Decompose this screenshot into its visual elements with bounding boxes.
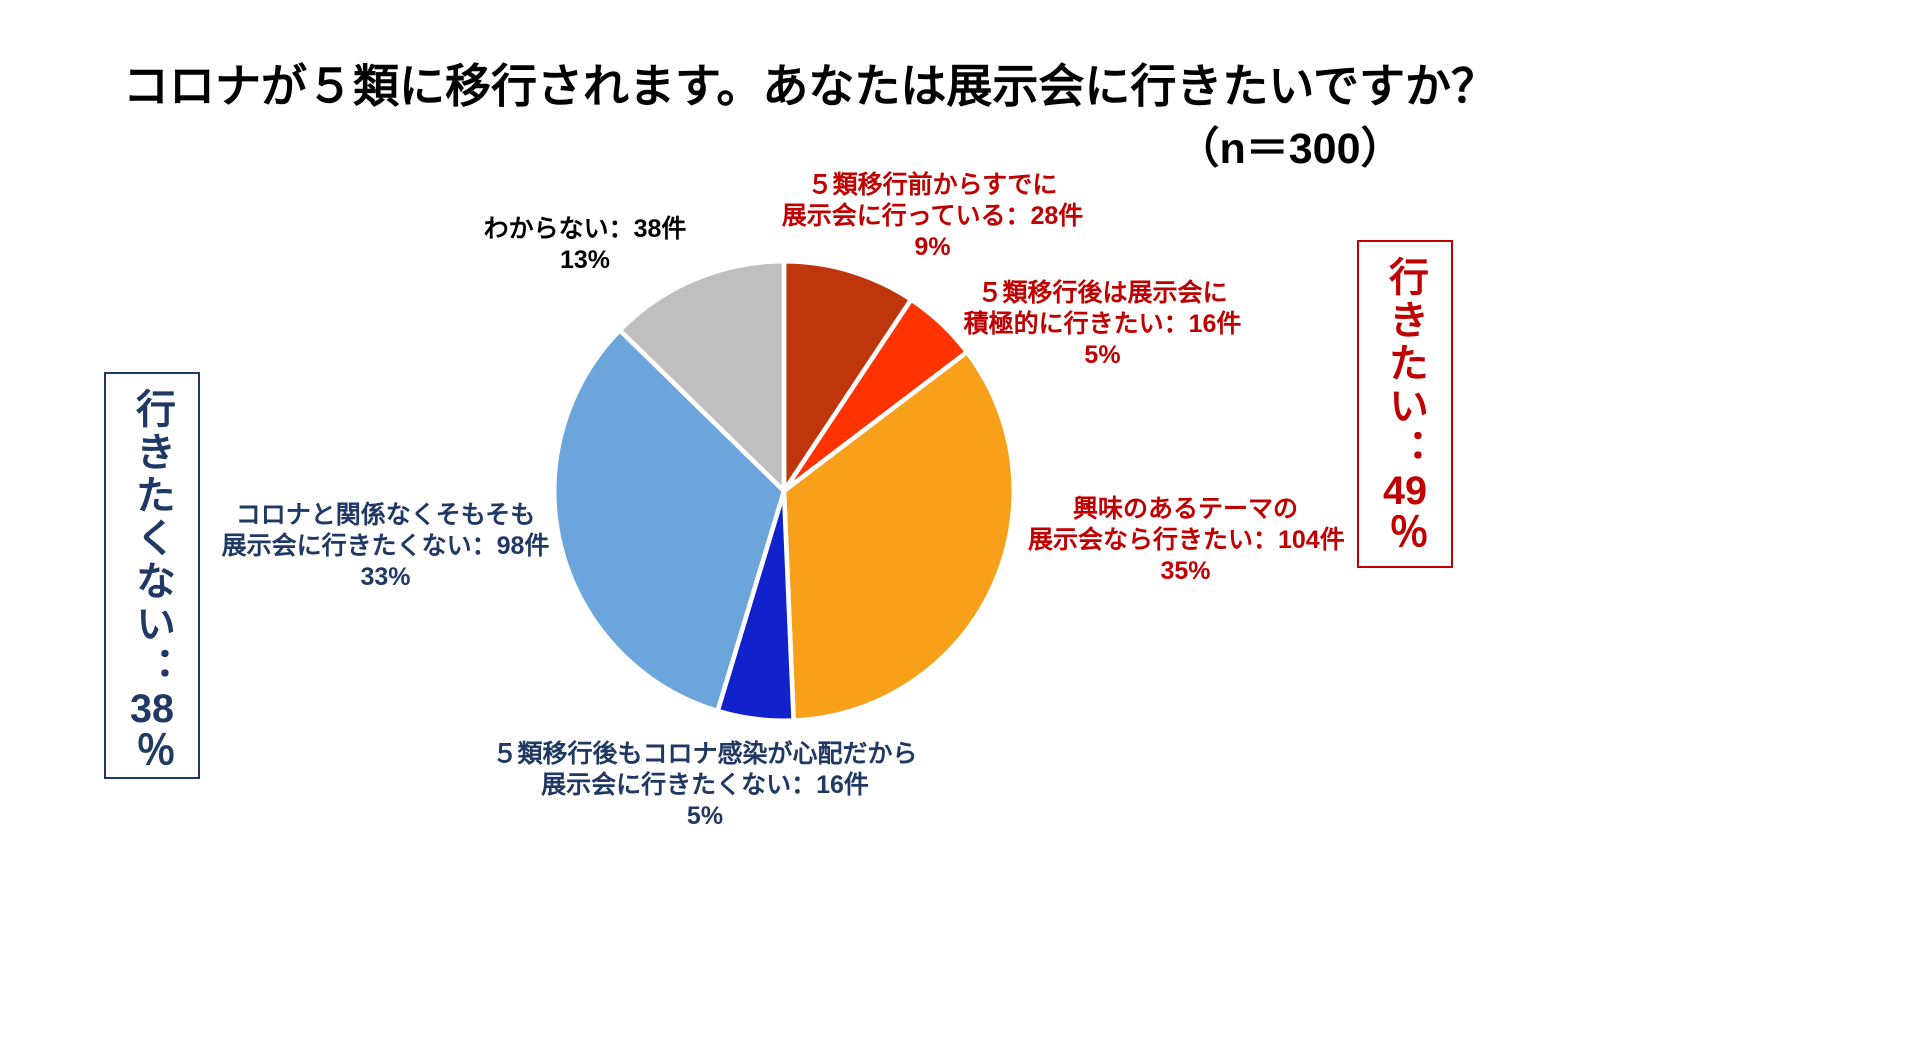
pie-chart xyxy=(551,258,1017,724)
callout-percent: 9% xyxy=(914,233,951,261)
summary-box-want-to-go: 行きたい：49％ xyxy=(1357,240,1453,568)
callout-percent: 33% xyxy=(360,563,411,591)
summary-suffix: ％ xyxy=(1383,511,1427,554)
summary-value: 49 xyxy=(1383,471,1427,511)
callout-line: コロナと関係なくそもそも xyxy=(235,501,536,529)
callout-line: 展示会に行きたくない：98件 xyxy=(221,532,550,560)
summary-prefix: 行きたくない： xyxy=(130,388,174,689)
pie-slice-already-going xyxy=(781,258,914,494)
callout-percent: 5% xyxy=(1084,341,1121,369)
pie-slice-never-want-regardless xyxy=(551,327,787,714)
summary-box-dont-want-to-go: 行きたくない：38％ xyxy=(104,372,200,779)
callout-line: 展示会に行っている：28件 xyxy=(781,202,1084,230)
callout-line: 興味のあるテーマの xyxy=(1072,495,1298,523)
callout-already-going: ５類移行前からすでに 展示会に行っている：28件 9% xyxy=(780,170,1085,263)
callout-dont-know: わからない：38件 13% xyxy=(435,214,735,276)
callout-want-actively: ５類移行後は展示会に 積極的に行きたい：16件 5% xyxy=(950,278,1255,371)
callout-percent: 35% xyxy=(1160,557,1211,585)
callout-line: わからない：38件 xyxy=(483,215,687,243)
callout-worried-infection: ５類移行後もコロナ感染が心配だから 展示会に行きたくない：16件 5% xyxy=(490,739,920,832)
summary-suffix: ％ xyxy=(130,729,174,772)
pie-slice-if-interesting-theme xyxy=(781,349,1017,723)
pie-slice-dont-know xyxy=(617,258,787,494)
summary-text-want-to-go: 行きたい：49％ xyxy=(1383,256,1427,554)
callout-line: 積極的に行きたい：16件 xyxy=(963,310,1242,338)
callout-percent: 13% xyxy=(559,246,611,274)
callout-line: 展示会に行きたくない：16件 xyxy=(541,771,869,799)
summary-text-dont-want-to-go: 行きたくない：38％ xyxy=(130,388,174,772)
sample-size-label: （n＝300） xyxy=(1176,125,1404,173)
callout-line: ５類移行後は展示会に xyxy=(977,279,1228,307)
callout-line: ５類移行後もコロナ感染が心配だから xyxy=(492,740,918,768)
callout-interesting-theme: 興味のあるテーマの 展示会なら行きたい：104件 35% xyxy=(1028,494,1345,587)
callout-line: 展示会なら行きたい：104件 xyxy=(1028,526,1345,554)
summary-prefix: 行きたい： xyxy=(1383,256,1427,471)
callout-never-want: コロナと関係なくそもそも 展示会に行きたくない：98件 33% xyxy=(213,500,558,593)
page-title: コロナが５類に移行されます。あなたは展示会に行きたいですか？ xyxy=(122,60,1498,112)
callout-line: ５類移行前からすでに xyxy=(807,171,1058,199)
callout-percent: 5% xyxy=(686,802,724,830)
summary-value: 38 xyxy=(130,689,174,729)
